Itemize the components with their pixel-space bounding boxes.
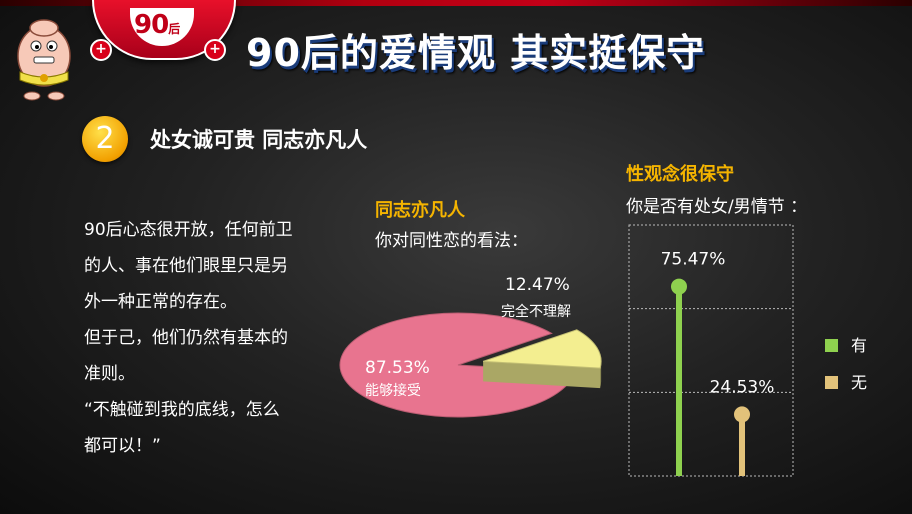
legend-swatch: [825, 339, 838, 352]
page-title: 90后的爱情观 其实挺保守: [246, 31, 706, 75]
badge-number: 90: [134, 10, 169, 40]
badge-suffix: 后: [168, 22, 180, 36]
bar-chart-title: 性观念很保守: [626, 164, 734, 185]
bar-chart-subtitle: 你是否有处女/男情节 ：: [626, 197, 808, 217]
top-band: [0, 0, 912, 6]
legend-swatch: [825, 376, 838, 389]
body-line: 但于己，他们仍然有基本的: [84, 328, 288, 348]
pie-slice-side: [483, 361, 601, 389]
body-line: 90后心态很开放，任何前卫: [84, 220, 293, 240]
bar: [676, 286, 682, 476]
section-number: 2: [82, 116, 128, 162]
section-title: 处女诚可贵 同志亦凡人: [150, 128, 368, 152]
pie-category-label: 完全不理解: [501, 303, 571, 320]
body-text: 90后心态很开放，任何前卫 的人、事在他们眼里只是另 外一种正常的存在。 但于己…: [84, 212, 344, 464]
body-line: 外一种正常的存在。: [84, 292, 237, 312]
legend-label: 无: [851, 373, 867, 392]
bar: [739, 414, 745, 476]
body-line: 的人、事在他们眼里只是另: [84, 256, 288, 276]
body-line: “不触碰到我的底线，怎么: [84, 400, 280, 420]
plot-frame: [628, 224, 794, 477]
pie-chart-subtitle: 你对同性恋的看法：: [375, 231, 528, 251]
body-line: 都可以！”: [84, 436, 161, 456]
pie-slice: [482, 329, 602, 369]
pie-chart-title: 同志亦凡人: [375, 200, 465, 221]
pie-value-label: 12.47%: [505, 275, 570, 295]
body-line: 准则。: [84, 364, 135, 384]
bar-value-label: 24.53%: [710, 377, 775, 397]
legend-label: 有: [851, 336, 867, 355]
plus-icon: +: [90, 39, 112, 61]
plus-icon: +: [204, 39, 226, 61]
bar-point: [734, 406, 750, 423]
badge-label: 90后: [134, 10, 180, 40]
bar-point: [671, 278, 687, 295]
pie-value-label: 87.53%: [365, 358, 430, 378]
badge-90: 90后: [92, 0, 236, 60]
pie-slice: [339, 312, 576, 418]
bar-value-label: 75.47%: [661, 250, 726, 270]
pie-category-label: 能够接受: [365, 382, 421, 399]
mascot-image: [17, 19, 71, 101]
